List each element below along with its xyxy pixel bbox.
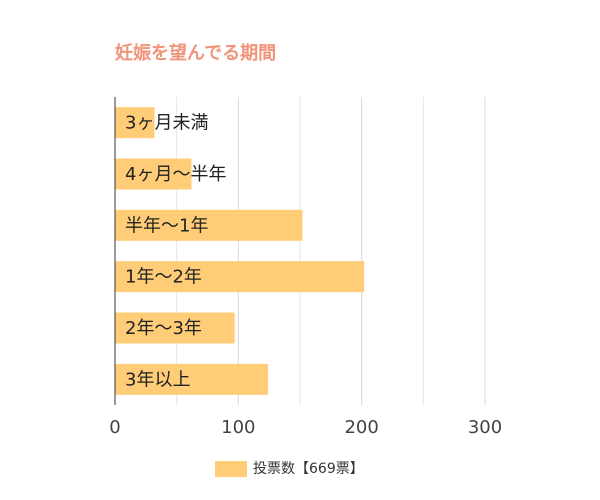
bar [115,209,303,241]
x-tick-label: 0 [109,417,120,438]
bar [115,107,155,139]
category-label: 2年～3年 [125,318,202,339]
category-label: 半年～1年 [125,215,208,236]
x-tick-label: 100 [221,417,255,438]
chart-title: 妊娠を望んでる期間 [115,42,276,64]
legend-label: 投票数【669票】 [253,461,364,477]
category-label: 3ヶ月未満 [125,113,208,134]
bar [115,363,268,395]
legend-swatch [215,461,247,477]
category-label: 3年以上 [125,369,190,390]
category-label: 1年～2年 [125,267,202,288]
bar [115,312,235,344]
bar [115,158,192,190]
x-tick-label: 200 [344,417,378,438]
bar [115,261,365,293]
category-label: 4ヶ月～半年 [125,164,226,185]
x-tick-label: 300 [468,417,502,438]
